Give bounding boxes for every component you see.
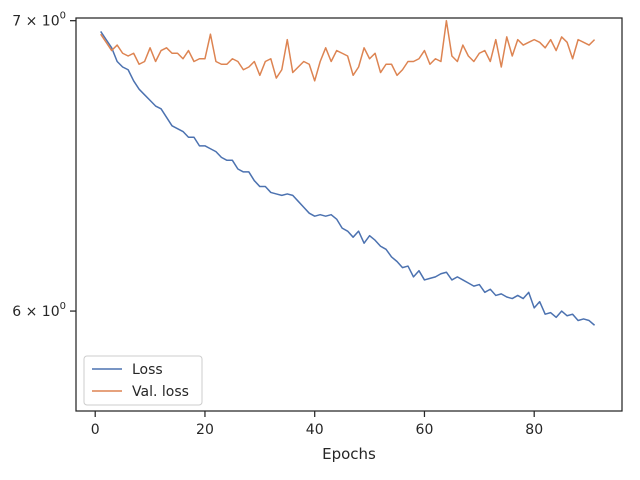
legend: Loss Val. loss [83,355,203,406]
legend-label-0: Loss [132,362,163,378]
x-tick-label: 40 [306,422,324,438]
plot-lines [100,19,596,326]
series-line-0 [100,31,596,326]
x-tick-label: 80 [525,422,543,438]
x-axis: 0 20 40 60 80 [91,411,543,438]
legend-label-1: Val. loss [132,384,189,400]
y-tick-label: 7 × 100 [12,11,66,30]
x-tick-label: 0 [91,422,100,438]
series-line-1 [100,19,596,82]
y-axis: 6 × 100 7 × 100 [12,11,76,320]
plot-frame [75,17,623,412]
y-tick-label: 6 × 100 [12,301,66,320]
x-tick-label: 60 [416,422,434,438]
x-tick-label: 20 [196,422,214,438]
x-axis-label: Epochs [322,445,376,463]
